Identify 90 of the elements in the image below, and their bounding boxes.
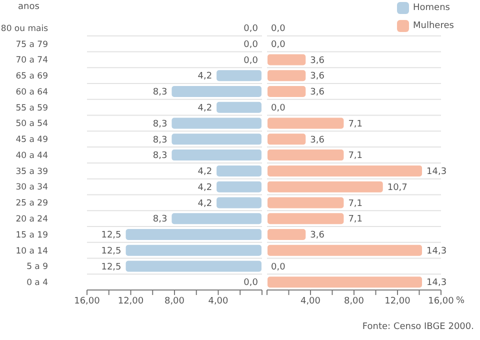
data-label: 8,3 [152, 135, 168, 146]
data-label: 4,2 [198, 182, 212, 193]
bar [267, 212, 345, 226]
y-tick-label: 60 a 64 [16, 87, 48, 98]
data-label: 0,0 [271, 262, 286, 272]
bar [267, 196, 345, 210]
data-label: 7,1 [348, 198, 363, 209]
bar [170, 212, 262, 226]
bar [216, 196, 262, 210]
y-tick-label: 40 a 44 [16, 150, 48, 161]
data-label: 0,0 [271, 24, 286, 34]
y-tick-label: 55 a 59 [16, 103, 48, 114]
bar [267, 228, 307, 241]
data-label: 4,2 [198, 198, 212, 209]
data-label: 4,2 [198, 104, 212, 114]
y-tick-label: 65 a 69 [16, 72, 48, 82]
bar [267, 53, 307, 66]
data-label: 7,1 [348, 214, 363, 225]
data-label: 14,3 [426, 278, 447, 288]
data-label: 12,5 [101, 246, 122, 256]
data-label: 12,5 [101, 262, 122, 272]
x-tick-label: 4,00 [300, 296, 321, 306]
bar [267, 85, 307, 98]
bar [170, 148, 262, 162]
data-label: 7,1 [348, 119, 363, 130]
data-label: 3,6 [310, 88, 325, 98]
y-tick-label: 10 a 14 [16, 246, 48, 256]
data-label: 3,6 [310, 56, 325, 66]
bar [216, 180, 262, 194]
x-tick-label: 16,00 [428, 296, 454, 306]
y-tick-label: 50 a 54 [16, 119, 48, 130]
x-tick-label: 12,00 [384, 296, 411, 306]
y-tick-label: 75 a 79 [16, 40, 48, 50]
bar [267, 132, 307, 146]
bar [124, 244, 262, 257]
x-axis-title: % [456, 296, 465, 306]
data-label: 8,3 [152, 119, 168, 130]
y-tick-label: 15 a 19 [16, 230, 48, 240]
y-tick-label: 35 a 39 [16, 166, 48, 177]
data-label: 3,6 [310, 135, 325, 146]
x-tick-label: 12,00 [118, 296, 144, 306]
data-label: 4,2 [198, 72, 212, 82]
bar [216, 69, 262, 82]
bar [267, 180, 384, 194]
bar [216, 100, 262, 114]
data-label: 3,6 [310, 230, 325, 241]
data-label: 3,6 [310, 72, 325, 82]
x-tick-label: 4,00 [208, 296, 229, 306]
bar [170, 85, 262, 98]
legend-label: Mulheres [413, 21, 454, 31]
y-tick-label: 0 a 4 [26, 278, 48, 288]
legend-label: Homens [413, 3, 450, 13]
bar [267, 69, 307, 82]
bar [267, 244, 424, 257]
bar [124, 228, 262, 241]
y-tick-label: 5 a 9 [26, 262, 48, 272]
data-label: 14,3 [426, 246, 447, 256]
bar [267, 148, 345, 162]
source-note: Fonte: Censo IBGE 2000. [362, 322, 474, 332]
x-tick-label: 16,00 [74, 296, 100, 306]
data-label: 12,5 [101, 230, 122, 241]
bar [170, 132, 262, 146]
data-label: 8,3 [152, 88, 168, 98]
data-label: 0,0 [244, 56, 258, 66]
bar [216, 164, 262, 178]
data-label: 0,0 [271, 40, 286, 50]
data-label: 4,2 [198, 167, 212, 178]
data-label: 0,0 [244, 40, 258, 50]
bar [267, 164, 424, 178]
data-label: 14,3 [426, 167, 447, 178]
data-label: 0,0 [271, 104, 286, 114]
y-tick-label: 70 a 74 [16, 56, 48, 66]
data-label: 0,0 [244, 278, 258, 288]
x-tick-label: 8,00 [164, 296, 185, 306]
bar [170, 116, 262, 130]
data-label: 8,3 [152, 214, 168, 225]
data-label: 8,3 [152, 151, 168, 162]
x-tick-label: 8,00 [344, 296, 364, 306]
data-label: 0,0 [244, 24, 258, 34]
bar [267, 116, 345, 130]
y-tick-label: 80 ou mais [0, 24, 49, 34]
y-axis-title: anos [18, 2, 40, 12]
data-label: 7,1 [348, 151, 363, 162]
y-tick-label: 45 a 49 [16, 135, 48, 146]
y-tick-label: 20 a 24 [16, 214, 48, 225]
bar [124, 260, 262, 273]
data-label: 10,7 [387, 182, 408, 193]
bar [267, 276, 424, 289]
y-tick-label: 25 a 29 [16, 198, 48, 209]
y-tick-label: 30 a 34 [16, 182, 48, 193]
